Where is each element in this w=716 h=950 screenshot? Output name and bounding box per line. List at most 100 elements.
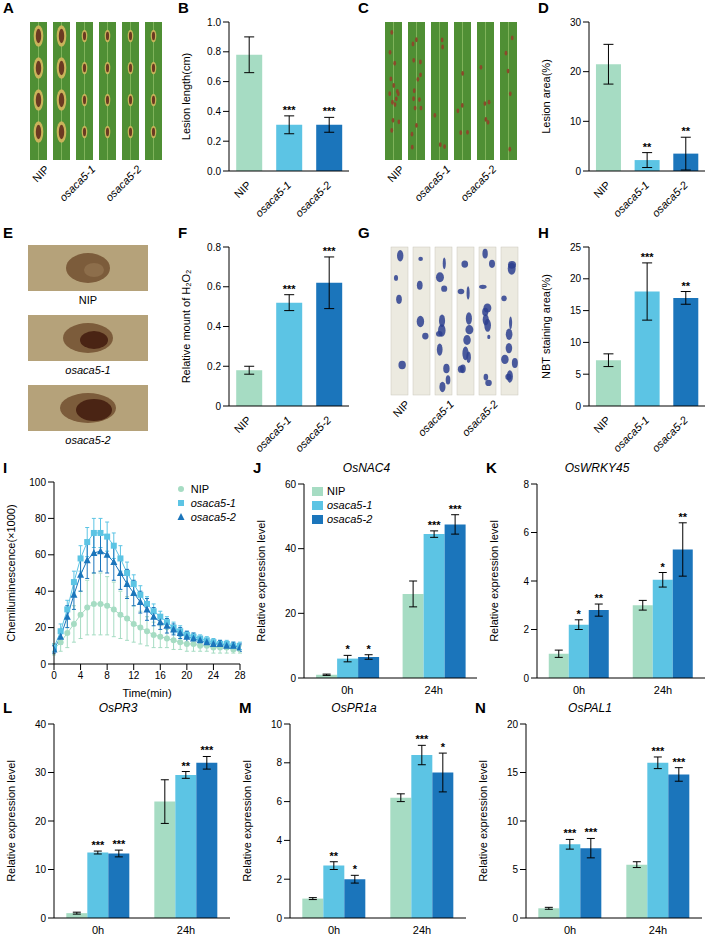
svg-text:Time(min): Time(min) xyxy=(122,687,171,699)
svg-text:6: 6 xyxy=(523,527,529,538)
svg-text:24h: 24h xyxy=(413,924,431,936)
svg-text:0h: 0h xyxy=(573,684,585,696)
svg-text:***: *** xyxy=(563,827,577,839)
svg-text:***: *** xyxy=(449,503,463,515)
svg-text:40: 40 xyxy=(35,586,47,597)
svg-text:***: *** xyxy=(415,733,429,745)
svg-text:6: 6 xyxy=(276,796,282,807)
svg-text:24h: 24h xyxy=(654,684,672,696)
svg-text:osaca5-2: osaca5-2 xyxy=(458,163,498,203)
svg-text:0.0: 0.0 xyxy=(207,166,221,177)
svg-text:**: ** xyxy=(682,280,691,292)
svg-text:osaca5-2: osaca5-2 xyxy=(649,179,689,219)
svg-text:5: 5 xyxy=(512,864,518,875)
svg-text:***: *** xyxy=(283,104,297,116)
svg-text:osaca5-1: osaca5-1 xyxy=(65,364,110,376)
svg-text:*: * xyxy=(661,561,666,573)
svg-text:Relative expression level: Relative expression level xyxy=(488,520,500,642)
svg-text:0.4: 0.4 xyxy=(207,106,221,117)
svg-text:osaca5-1: osaca5-1 xyxy=(611,179,651,219)
svg-text:0: 0 xyxy=(215,401,221,412)
svg-text:0.2: 0.2 xyxy=(207,136,221,147)
svg-text:24h: 24h xyxy=(425,684,443,696)
svg-text:Relative expression level: Relative expression level xyxy=(255,520,267,642)
svg-text:osaca5-2: osaca5-2 xyxy=(649,414,689,454)
svg-text:Relative expression level: Relative expression level xyxy=(477,760,489,882)
svg-text:NIP: NIP xyxy=(591,414,612,435)
svg-text:NIP: NIP xyxy=(79,294,97,306)
svg-text:***: *** xyxy=(323,245,337,257)
svg-text:osaca5-1: osaca5-1 xyxy=(415,398,455,438)
svg-text:***: *** xyxy=(641,251,655,263)
svg-text:0.2: 0.2 xyxy=(207,361,221,372)
svg-text:osaca5-1: osaca5-1 xyxy=(412,163,452,203)
svg-text:15: 15 xyxy=(570,305,582,316)
svg-text:20: 20 xyxy=(570,66,582,77)
svg-text:4: 4 xyxy=(276,835,282,846)
svg-text:osaca5-2: osaca5-2 xyxy=(459,398,499,438)
svg-text:100: 100 xyxy=(29,477,46,488)
svg-text:0: 0 xyxy=(276,913,282,924)
svg-text:30: 30 xyxy=(35,767,47,778)
svg-text:0: 0 xyxy=(575,401,581,412)
svg-text:NIP: NIP xyxy=(30,163,51,184)
svg-text:NBT staining area(%): NBT staining area(%) xyxy=(540,274,552,379)
svg-text:Lesion area(%): Lesion area(%) xyxy=(540,59,552,134)
svg-text:NIP: NIP xyxy=(385,163,406,184)
svg-text:NIP: NIP xyxy=(390,398,411,419)
svg-text:0.8: 0.8 xyxy=(207,242,221,253)
svg-text:30: 30 xyxy=(570,17,582,28)
svg-text:20: 20 xyxy=(570,273,582,284)
svg-text:0.6: 0.6 xyxy=(207,281,221,292)
svg-text:80: 80 xyxy=(35,513,47,524)
svg-text:***: *** xyxy=(651,745,665,757)
svg-text:osaca5-2: osaca5-2 xyxy=(293,414,333,454)
svg-text:10: 10 xyxy=(35,864,47,875)
svg-text:osaca5-1: osaca5-1 xyxy=(253,179,293,219)
svg-text:12: 12 xyxy=(128,670,140,681)
svg-text:***: *** xyxy=(672,756,686,768)
svg-text:osaca5-1: osaca5-1 xyxy=(57,163,97,203)
svg-text:NIP: NIP xyxy=(232,414,253,435)
svg-text:**: ** xyxy=(678,511,687,523)
svg-text:**: ** xyxy=(643,141,652,153)
svg-text:osaca5-2: osaca5-2 xyxy=(103,163,143,203)
svg-text:Chemiluminescence(×1000): Chemiluminescence(×1000) xyxy=(5,504,17,641)
svg-text:10: 10 xyxy=(271,719,283,730)
svg-text:40: 40 xyxy=(35,719,47,730)
svg-text:0: 0 xyxy=(512,913,518,924)
svg-text:10: 10 xyxy=(507,816,519,827)
svg-text:0: 0 xyxy=(575,166,581,177)
svg-text:0: 0 xyxy=(290,673,296,684)
svg-text:Lesion length(cm): Lesion length(cm) xyxy=(180,53,192,140)
svg-text:20: 20 xyxy=(35,816,47,827)
svg-text:Relative expression level: Relative expression level xyxy=(241,760,253,882)
svg-text:0h: 0h xyxy=(564,924,576,936)
svg-text:0h: 0h xyxy=(328,924,340,936)
svg-text:16: 16 xyxy=(155,670,167,681)
svg-text:0: 0 xyxy=(51,670,57,681)
svg-text:40: 40 xyxy=(285,543,297,554)
svg-text:***: *** xyxy=(428,519,442,531)
svg-text:NIP: NIP xyxy=(232,179,253,200)
svg-text:*: * xyxy=(366,643,371,655)
svg-text:4: 4 xyxy=(523,576,529,587)
svg-text:*: * xyxy=(345,643,350,655)
svg-text:20: 20 xyxy=(181,670,193,681)
svg-text:1.0: 1.0 xyxy=(207,17,221,28)
svg-text:**: ** xyxy=(594,592,603,604)
svg-text:osaca5-1: osaca5-1 xyxy=(611,414,651,454)
svg-text:***: *** xyxy=(112,838,126,850)
svg-text:osaca5-2: osaca5-2 xyxy=(293,179,333,219)
svg-text:0.8: 0.8 xyxy=(207,46,221,57)
svg-text:0: 0 xyxy=(40,659,46,670)
svg-text:osaca5-2: osaca5-2 xyxy=(65,434,110,446)
svg-text:24: 24 xyxy=(208,670,220,681)
svg-text:***: *** xyxy=(323,105,337,117)
svg-text:***: *** xyxy=(584,826,598,838)
svg-text:24h: 24h xyxy=(649,924,667,936)
svg-text:0: 0 xyxy=(523,673,529,684)
svg-text:24h: 24h xyxy=(177,924,195,936)
svg-text:20: 20 xyxy=(285,608,297,619)
svg-text:0h: 0h xyxy=(341,684,353,696)
